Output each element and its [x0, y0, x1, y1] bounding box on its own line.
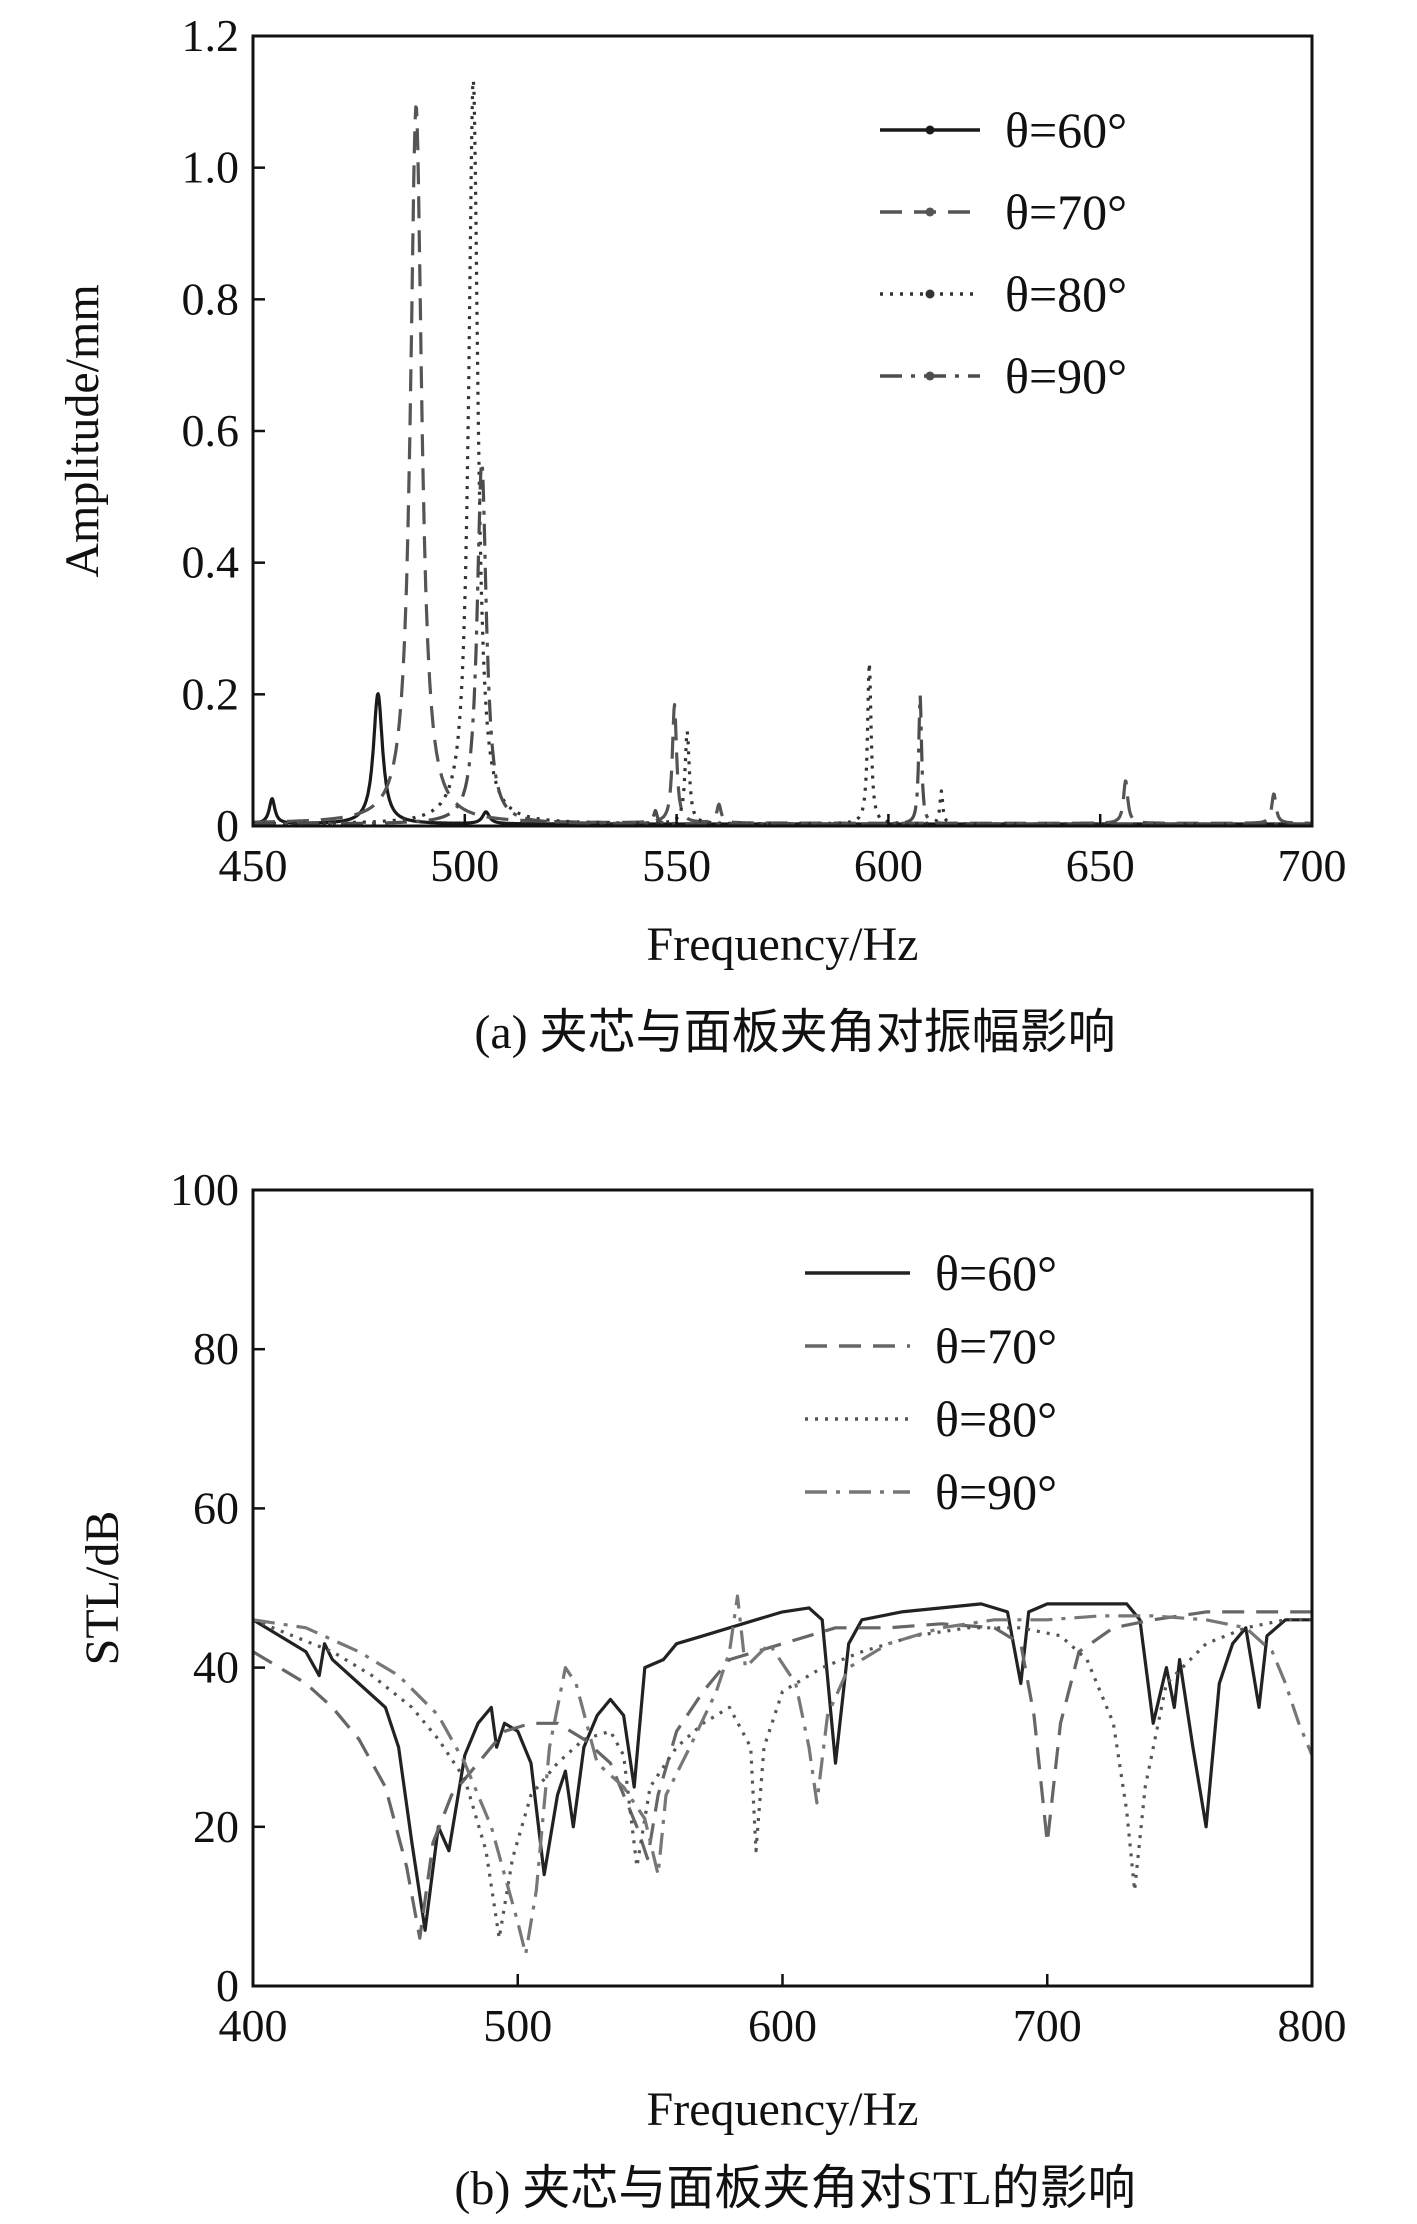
- y-tick-label: 0.8: [182, 273, 240, 324]
- legend-label: θ=70°: [935, 1318, 1057, 1374]
- amplitude-plot-frame: [251, 34, 1314, 828]
- stl-chart: 400 500 600 700 800 0 20 40 60 80 100 Frequency/Hz…: [76, 1164, 1347, 2215]
- y-tick-label: 40: [193, 1642, 239, 1693]
- x-tick-label: 800: [1278, 2000, 1347, 2051]
- stl-y-axis-label: STL/dB: [76, 1511, 129, 1666]
- y-tick-label: 1.0: [182, 142, 240, 193]
- y-tick-label: 20: [193, 1801, 239, 1852]
- amplitude-x-axis-label: Frequency/Hz: [647, 918, 919, 971]
- x-tick-label: 600: [748, 2000, 817, 2051]
- stl-legend: θ=60° θ=70° θ=80° θ=90°: [805, 1245, 1057, 1520]
- legend-label: θ=60°: [935, 1245, 1057, 1301]
- y-tick-label: 1.2: [182, 10, 240, 61]
- legend-marker: [925, 371, 935, 381]
- stl-plot-frame: [251, 1188, 1314, 1988]
- x-tick-label: 650: [1066, 840, 1135, 891]
- y-tick-label: 100: [170, 1164, 239, 1215]
- legend-marker: [925, 289, 935, 299]
- legend-label: θ=60°: [1005, 102, 1127, 158]
- amplitude-chart: 450 500 550 600 650 700 0 0.2 0.4 0.6 0.8 1.0 1.2 Fr…: [56, 10, 1347, 1059]
- y-tick-label: 0.2: [182, 668, 240, 719]
- stl-plot-marks: [253, 1594, 1312, 1956]
- series-line-3: [253, 78, 1312, 826]
- series-line-2: [253, 1610, 1312, 1940]
- series-line-1: [253, 1602, 1312, 1932]
- stl-x-axis-label: Frequency/Hz: [647, 2083, 919, 2136]
- x-tick-label: 450: [219, 840, 288, 891]
- amplitude-legend: θ=60° θ=70° θ=80° θ=90°: [880, 102, 1127, 404]
- legend-marker: [925, 207, 935, 217]
- x-tick-label: 550: [642, 840, 711, 891]
- legend-label: θ=80°: [1005, 266, 1127, 322]
- y-tick-label: 80: [193, 1323, 239, 1374]
- series-line-1: [253, 692, 1312, 826]
- y-tick-label: 0.4: [182, 537, 240, 588]
- amplitude-caption: (a) 夹芯与面板夹角对振幅影响: [474, 1006, 1115, 1059]
- x-tick-label: 400: [219, 2000, 288, 2051]
- legend-marker: [925, 125, 935, 135]
- x-tick-label: 500: [483, 2000, 552, 2051]
- x-tick-label: 700: [1013, 2000, 1082, 2051]
- y-tick-label: 0: [216, 1960, 239, 2011]
- amplitude-plot-marks: [253, 78, 1312, 826]
- amplitude-axis-ticks: 450 500 550 600 650 700 0 0.2 0.4 0.6 0.8 1.0 1.2: [182, 10, 1347, 891]
- legend-label: θ=90°: [935, 1464, 1057, 1520]
- stl-caption: (b) 夹芯与面板夹角对STL的影响: [454, 2162, 1135, 2215]
- legend-label: θ=90°: [1005, 348, 1127, 404]
- stl-axis-ticks: 400 500 600 700 800 0 20 40 60 80 100: [170, 1164, 1347, 2051]
- legend-label: θ=80°: [935, 1391, 1057, 1447]
- x-tick-label: 700: [1278, 840, 1347, 891]
- amplitude-y-axis-label: Amplitude/mm: [56, 284, 109, 577]
- y-tick-label: 0.6: [182, 405, 240, 456]
- y-tick-label: 60: [193, 1482, 239, 1533]
- series-line-3: [253, 1618, 1312, 1940]
- series-line-4: [253, 461, 1312, 826]
- x-tick-label: 500: [430, 840, 499, 891]
- legend-label: θ=70°: [1005, 184, 1127, 240]
- x-tick-label: 600: [854, 840, 923, 891]
- series-line-4: [253, 1594, 1312, 1956]
- series-line-2: [253, 105, 1312, 825]
- y-tick-label: 0: [216, 800, 239, 851]
